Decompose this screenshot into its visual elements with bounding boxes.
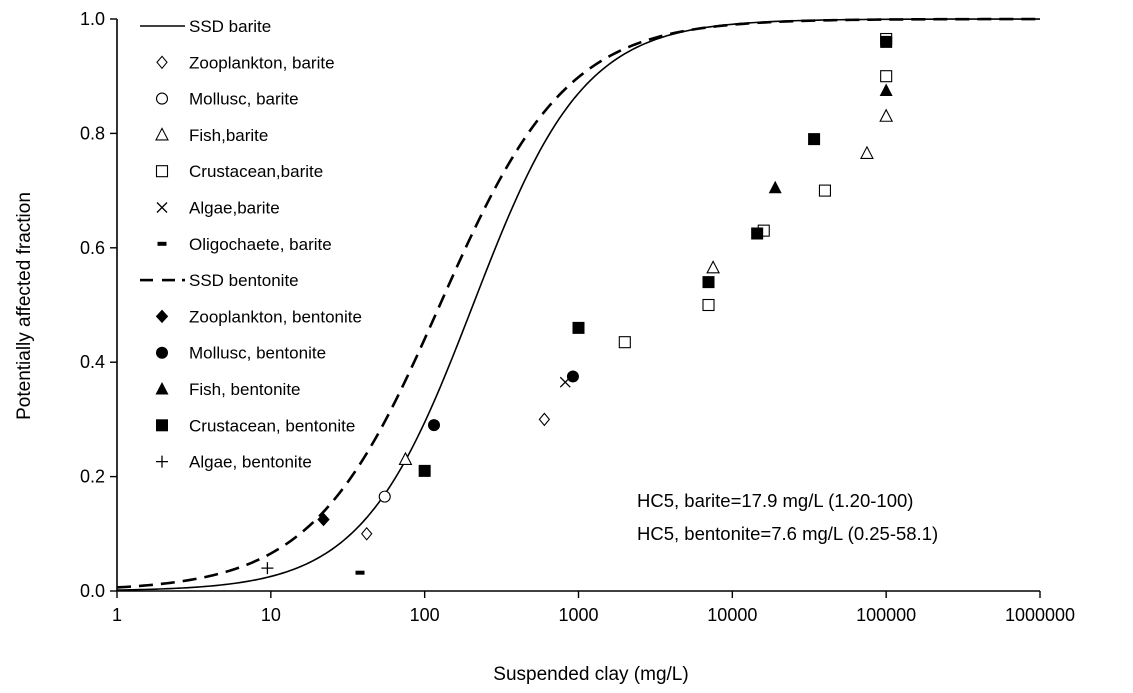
crustacean-bentonite-point <box>880 35 893 48</box>
zooplankton-barite-point <box>360 526 373 541</box>
mollusc-barite-point <box>378 490 391 503</box>
data-points <box>261 32 894 575</box>
legend-swatch-crustacean-barite <box>155 165 169 178</box>
crustacean-barite-point <box>880 70 893 83</box>
x-tick-label: 1 <box>112 605 122 625</box>
legend-swatch-zooplankton-bentonite <box>155 309 169 324</box>
legend-label-zooplankton-bentonite: Zooplankton, bentonite <box>189 307 362 326</box>
legend-swatch-oligochaete-barite <box>157 241 167 246</box>
y-tick-label: 0.4 <box>80 352 105 372</box>
mollusc-bentonite-point <box>428 419 441 432</box>
crustacean-bentonite-point <box>702 276 715 289</box>
legend-label-fish-barite: Fish,barite <box>189 126 268 145</box>
mollusc-bentonite-point <box>566 370 579 383</box>
ssd-barite-curve <box>116 18 1040 591</box>
algae-bentonite-point <box>261 562 274 575</box>
ssd-bentonite-curve <box>116 17 1040 589</box>
y-tick-label: 0.6 <box>80 238 105 258</box>
legend-swatch-algae-bentonite <box>156 455 168 468</box>
legend-label-mollusc-bentonite: Mollusc, bentonite <box>189 344 326 363</box>
y-tick-label: 0.0 <box>80 581 105 601</box>
x-tick-label: 1000000 <box>1005 605 1075 625</box>
fish-barite-point <box>398 451 413 465</box>
zooplankton-bentonite-point <box>317 512 330 527</box>
legend-label-oligochaete-barite: Oligochaete, barite <box>189 235 332 254</box>
legend-swatch-mollusc-barite <box>155 92 169 105</box>
fish-barite-point <box>706 260 721 274</box>
legend-swatch-zooplankton-barite <box>156 55 168 70</box>
fish-bentonite-point <box>768 180 782 194</box>
y-tick-label: 0.8 <box>80 123 105 143</box>
legend-label-crustacean-barite: Crustacean,barite <box>189 162 323 181</box>
fish-barite-point <box>879 108 894 122</box>
crustacean-barite-point <box>702 298 715 312</box>
x-tick-label: 1000 <box>558 605 598 625</box>
legend-label-zooplankton-barite: Zooplankton, barite <box>189 53 335 72</box>
legend-swatch-fish-bentonite <box>155 382 169 395</box>
fish-bentonite-point <box>879 83 893 96</box>
crustacean-bentonite-point <box>751 227 764 240</box>
y-tick-label: 1.0 <box>80 9 105 29</box>
crustacean-barite-point <box>618 336 631 349</box>
legend-label-mollusc-barite: Mollusc, barite <box>189 90 299 109</box>
hc5-barite-note: HC5, barite=17.9 mg/L (1.20-100) <box>637 490 913 511</box>
legend-swatch-fish-barite <box>155 127 169 141</box>
legend-label-fish-bentonite: Fish, bentonite <box>189 380 301 399</box>
fish-barite-point <box>860 145 874 159</box>
legend-label-ssd-bentonite: SSD bentonite <box>189 271 299 290</box>
crustacean-bentonite-point <box>572 321 585 334</box>
legend: SSD barite Zooplankton, barite Mollusc, ba… <box>140 17 362 472</box>
legend-label-algae-bentonite: Algae, bentonite <box>189 453 312 472</box>
oligochaete-barite-point <box>355 570 365 575</box>
legend-label-crustacean-bentonite: Crustacean, bentonite <box>189 416 355 435</box>
legend-swatch-algae-barite <box>156 202 168 213</box>
axes: 1 10 100 1000 10000 100000 1000000 0.0 0.2 0.4 0.6… <box>80 9 1075 625</box>
zooplankton-barite-point <box>538 412 551 427</box>
legend-label-algae-barite: Algae,barite <box>189 199 280 218</box>
y-axis-title: Potentially affected fraction <box>14 192 35 420</box>
y-tick-label: 0.2 <box>80 467 105 487</box>
x-tick-label: 10000 <box>707 605 757 625</box>
ssd-curves <box>116 17 1040 591</box>
crustacean-barite-point <box>818 184 832 197</box>
legend-label-ssd-barite: SSD barite <box>189 17 271 36</box>
legend-swatch-crustacean-bentonite <box>156 419 168 432</box>
x-axis-title: Suspended clay (mg/L) <box>493 664 688 685</box>
x-tick-label: 100 <box>410 605 440 625</box>
crustacean-bentonite-point <box>418 464 431 477</box>
x-tick-label: 10 <box>261 605 281 625</box>
x-tick-label: 100000 <box>856 605 916 625</box>
hc5-bentonite-note: HC5, bentonite=7.6 mg/L (0.25-58.1) <box>637 523 938 544</box>
legend-swatch-mollusc-bentonite <box>156 346 168 359</box>
crustacean-bentonite-point <box>808 133 821 146</box>
